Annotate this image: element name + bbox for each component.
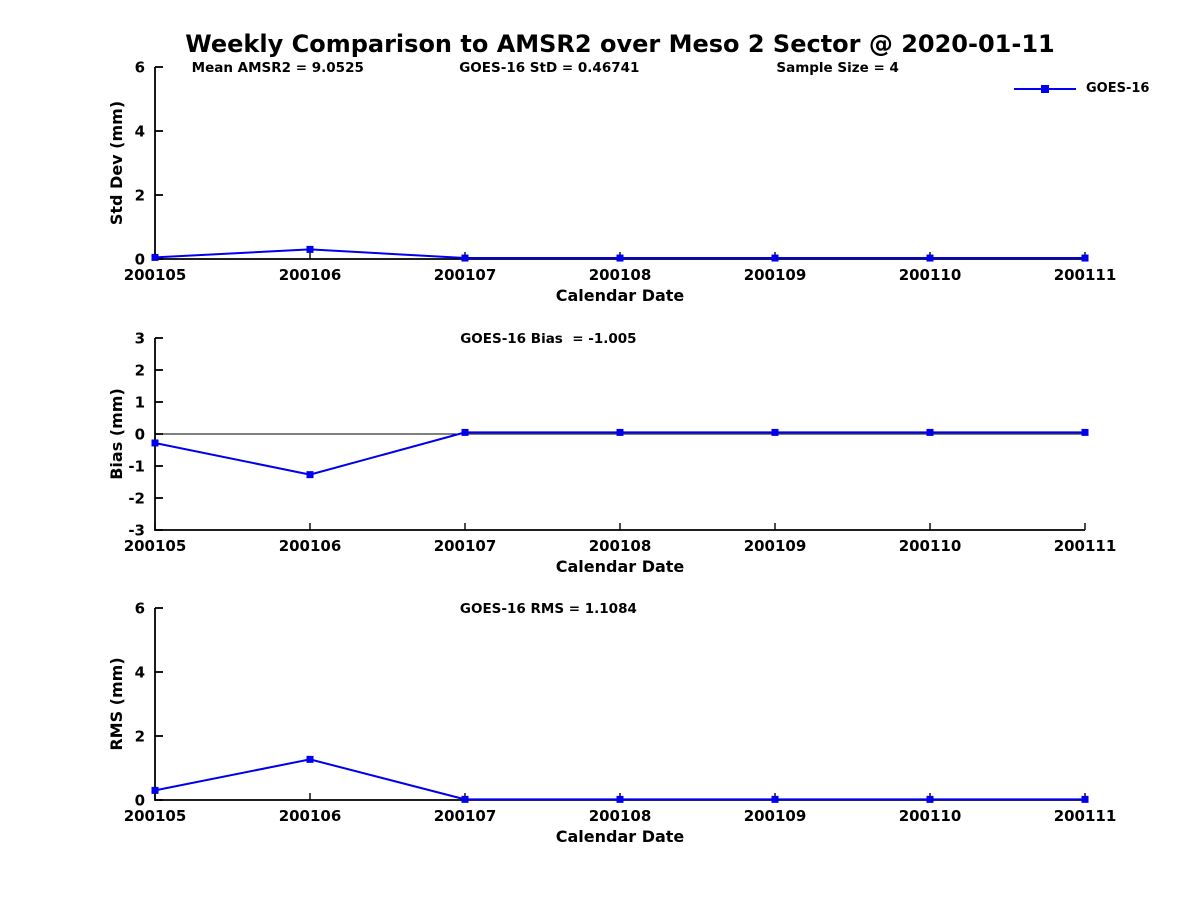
data-point-marker bbox=[616, 254, 624, 262]
x-tick-label: 200105 bbox=[124, 266, 187, 284]
legend-line-sample bbox=[1014, 84, 1076, 93]
data-point-marker bbox=[306, 245, 314, 253]
x-tick-label: 200110 bbox=[899, 266, 962, 284]
data-point-marker bbox=[771, 254, 779, 262]
annotation-text: GOES-16 RMS = 1.1084 bbox=[460, 601, 637, 617]
data-point-marker bbox=[1081, 254, 1089, 262]
legend: GOES-16 bbox=[1012, 81, 1149, 96]
x-tick-label: 200109 bbox=[744, 537, 807, 555]
x-tick-label: 200108 bbox=[589, 266, 652, 284]
y-axis-label: RMS (mm) bbox=[107, 657, 126, 750]
data-point-marker bbox=[771, 795, 779, 803]
data-point-marker bbox=[151, 253, 159, 261]
x-tick-label: 200106 bbox=[279, 266, 342, 284]
y-tick-label: 0 bbox=[135, 251, 145, 269]
x-tick-label: 200107 bbox=[434, 537, 497, 555]
data-point-marker bbox=[461, 795, 469, 803]
y-tick-label: -3 bbox=[128, 522, 145, 540]
y-tick-label: -1 bbox=[128, 458, 145, 476]
subplot-bias: -3 -2 -1 0 1 2 3 200105 200106 200107 200108 200109… bbox=[107, 330, 1116, 577]
y-tick-label: 6 bbox=[135, 59, 145, 77]
data-point-marker bbox=[306, 755, 314, 763]
data-point-marker bbox=[926, 254, 934, 262]
y-axis-label: Std Dev (mm) bbox=[107, 101, 126, 225]
y-axis-label: Bias (mm) bbox=[107, 388, 126, 480]
x-tick-label: 200107 bbox=[434, 266, 497, 284]
y-tick-label: 4 bbox=[135, 664, 145, 682]
x-tick-label: 200111 bbox=[1054, 537, 1117, 555]
annotation-text: GOES-16 Bias = -1.005 bbox=[460, 331, 636, 347]
x-tick-label: 200109 bbox=[744, 807, 807, 825]
x-tick-label: 200106 bbox=[279, 807, 342, 825]
data-point-marker bbox=[1081, 795, 1089, 803]
x-tick-label: 200111 bbox=[1054, 266, 1117, 284]
y-tick-label: 1 bbox=[135, 394, 145, 412]
subplot-rms: 0 2 4 6 200105 200106 200107 200108 200109 200110… bbox=[107, 600, 1116, 847]
data-point-marker bbox=[461, 254, 469, 262]
data-point-marker bbox=[151, 439, 159, 447]
series-line-goes-16 bbox=[154, 431, 1085, 476]
annotation-text: GOES-16 StD = 0.46741 bbox=[459, 60, 639, 76]
x-tick-label: 200107 bbox=[434, 807, 497, 825]
data-point-marker bbox=[771, 428, 779, 436]
legend-label: GOES-16 bbox=[1086, 81, 1150, 96]
chart-title: Weekly Comparison to AMSR2 over Meso 2 S… bbox=[185, 30, 1055, 58]
x-axis-label: Calendar Date bbox=[556, 286, 685, 305]
y-tick-label: 2 bbox=[135, 362, 145, 380]
y-tick-label: 3 bbox=[135, 330, 145, 348]
subplot-stddev: 0 2 4 6 200105 200106 200107 200108 200109 200110… bbox=[107, 59, 1116, 306]
y-tick-label: 4 bbox=[135, 123, 145, 141]
x-tick-label: 200106 bbox=[279, 537, 342, 555]
x-tick-label: 200108 bbox=[589, 807, 652, 825]
y-tick-label: 2 bbox=[135, 728, 145, 746]
x-tick-label: 200105 bbox=[124, 537, 187, 555]
x-axis-label: Calendar Date bbox=[556, 557, 685, 576]
x-axis-label: Calendar Date bbox=[556, 827, 685, 846]
data-point-marker bbox=[461, 428, 469, 436]
data-point-marker bbox=[926, 795, 934, 803]
x-tick-label: 200108 bbox=[589, 537, 652, 555]
x-tick-label: 200109 bbox=[744, 266, 807, 284]
y-tick-label: 2 bbox=[135, 187, 145, 205]
data-point-marker bbox=[616, 428, 624, 436]
data-point-marker bbox=[1081, 428, 1089, 436]
data-point-marker bbox=[616, 795, 624, 803]
data-point-marker bbox=[926, 428, 934, 436]
y-tick-label: 0 bbox=[135, 426, 145, 444]
x-tick-label: 200110 bbox=[899, 537, 962, 555]
data-point-marker bbox=[306, 471, 314, 479]
y-tick-label: 6 bbox=[135, 600, 145, 618]
data-point-marker bbox=[151, 786, 159, 794]
annotation-text: Sample Size = 4 bbox=[776, 60, 899, 76]
x-tick-label: 200111 bbox=[1054, 807, 1117, 825]
legend-square-marker-icon bbox=[1041, 84, 1049, 93]
y-tick-label: -2 bbox=[128, 490, 145, 508]
x-tick-label: 200105 bbox=[124, 807, 187, 825]
y-tick-label: 0 bbox=[135, 792, 145, 810]
annotation-text: Mean AMSR2 = 9.0525 bbox=[192, 60, 364, 76]
x-tick-label: 200110 bbox=[899, 807, 962, 825]
